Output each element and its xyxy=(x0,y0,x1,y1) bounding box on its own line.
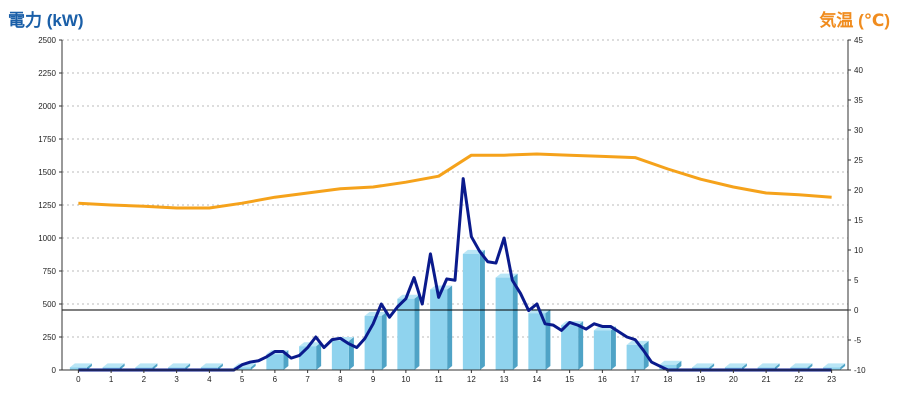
x-tick-label: 21 xyxy=(762,375,771,384)
x-tick-label: 10 xyxy=(401,375,410,384)
bar xyxy=(561,325,579,370)
bar-top xyxy=(135,363,158,368)
x-tick-label: 9 xyxy=(371,375,376,384)
x-tick-label: 6 xyxy=(273,375,278,384)
x-tick-label: 20 xyxy=(729,375,738,384)
bar xyxy=(462,253,480,370)
right-tick-label: 35 xyxy=(854,96,863,105)
left-axis-title: 電力 (kW) xyxy=(8,11,84,30)
bar-side xyxy=(840,363,846,370)
bar-side xyxy=(250,363,256,370)
x-tick-label: 7 xyxy=(305,375,310,384)
x-tick-label: 22 xyxy=(794,375,803,384)
right-tick-label: 25 xyxy=(854,156,863,165)
x-tick-label: 11 xyxy=(434,375,443,384)
x-tick-label: 15 xyxy=(565,375,574,384)
bar-top xyxy=(724,363,747,368)
bar-top xyxy=(69,363,92,368)
right-axis-title: 気温 (℃) xyxy=(819,11,890,30)
left-tick-label: 750 xyxy=(43,267,57,276)
right-tick-label: 20 xyxy=(854,186,863,195)
right-tick-label: 40 xyxy=(854,66,863,75)
x-tick-label: 3 xyxy=(174,375,179,384)
x-tick-label: 8 xyxy=(338,375,343,384)
bar xyxy=(397,298,415,370)
left-tick-label: 2250 xyxy=(38,69,56,78)
bar-top xyxy=(102,363,125,368)
x-tick-label: 4 xyxy=(207,375,212,384)
x-tick-label: 23 xyxy=(827,375,836,384)
x-tick-label: 19 xyxy=(696,375,705,384)
bar-side xyxy=(741,363,747,370)
right-tick-label: 45 xyxy=(854,36,863,45)
x-tick-label: 12 xyxy=(467,375,476,384)
bar-side xyxy=(807,363,813,370)
bar xyxy=(331,340,349,370)
bar-side xyxy=(610,326,616,370)
left-tick-label: 2000 xyxy=(38,102,56,111)
left-tick-label: 250 xyxy=(43,333,57,342)
right-tick-label: 30 xyxy=(854,126,863,135)
x-tick-label: 0 xyxy=(76,375,81,384)
bar-side xyxy=(119,363,125,370)
bar xyxy=(659,364,677,370)
bar-side xyxy=(512,273,518,370)
x-tick-label: 17 xyxy=(631,375,640,384)
bar-side xyxy=(381,311,387,370)
x-tick-label: 2 xyxy=(142,375,147,384)
bar-top xyxy=(200,363,223,368)
right-tick-label: 5 xyxy=(854,276,859,285)
bar-side xyxy=(709,363,715,370)
x-tick-label: 16 xyxy=(598,375,607,384)
bar xyxy=(495,277,513,370)
bar-top xyxy=(790,363,813,368)
bar-top xyxy=(397,294,420,299)
bar-side xyxy=(447,285,453,370)
bar xyxy=(233,367,251,370)
left-tick-label: 1500 xyxy=(38,168,56,177)
bar-top xyxy=(823,363,846,368)
right-tick-label: 10 xyxy=(854,246,863,255)
bar-side xyxy=(545,309,551,370)
bar xyxy=(528,313,546,370)
left-tick-label: 500 xyxy=(43,300,57,309)
x-tick-label: 1 xyxy=(109,375,114,384)
left-tick-label: 0 xyxy=(52,366,57,375)
bar xyxy=(266,354,284,370)
bar-side xyxy=(217,363,223,370)
bar xyxy=(626,344,644,370)
x-tick-label: 18 xyxy=(663,375,672,384)
left-tick-label: 1250 xyxy=(38,201,56,210)
x-tick-label: 14 xyxy=(532,375,541,384)
power-line xyxy=(78,177,832,372)
bar-side xyxy=(414,294,420,370)
left-tick-label: 1000 xyxy=(38,234,56,243)
bar-top xyxy=(692,363,715,368)
x-tick-label: 13 xyxy=(500,375,509,384)
bar-side xyxy=(316,342,322,370)
left-tick-label: 1750 xyxy=(38,135,56,144)
bar-side xyxy=(774,363,780,370)
bar xyxy=(593,330,611,370)
bar-top xyxy=(757,363,780,368)
bar-side xyxy=(348,336,354,370)
left-tick-label: 2500 xyxy=(38,36,56,45)
right-tick-label: 15 xyxy=(854,216,863,225)
bar-top xyxy=(168,363,191,368)
bar xyxy=(430,289,448,370)
bar-side xyxy=(578,321,584,370)
x-tick-label: 5 xyxy=(240,375,245,384)
bar xyxy=(299,346,317,370)
right-tick-label: 0 xyxy=(854,306,859,315)
bar-side xyxy=(152,363,158,370)
bar-side xyxy=(676,360,682,370)
right-tick-label: -5 xyxy=(854,336,862,345)
bar-top xyxy=(659,360,682,365)
temperature-line xyxy=(78,152,832,210)
bar-side xyxy=(86,363,92,370)
bar-side xyxy=(185,363,191,370)
right-tick-label: -10 xyxy=(854,366,866,375)
